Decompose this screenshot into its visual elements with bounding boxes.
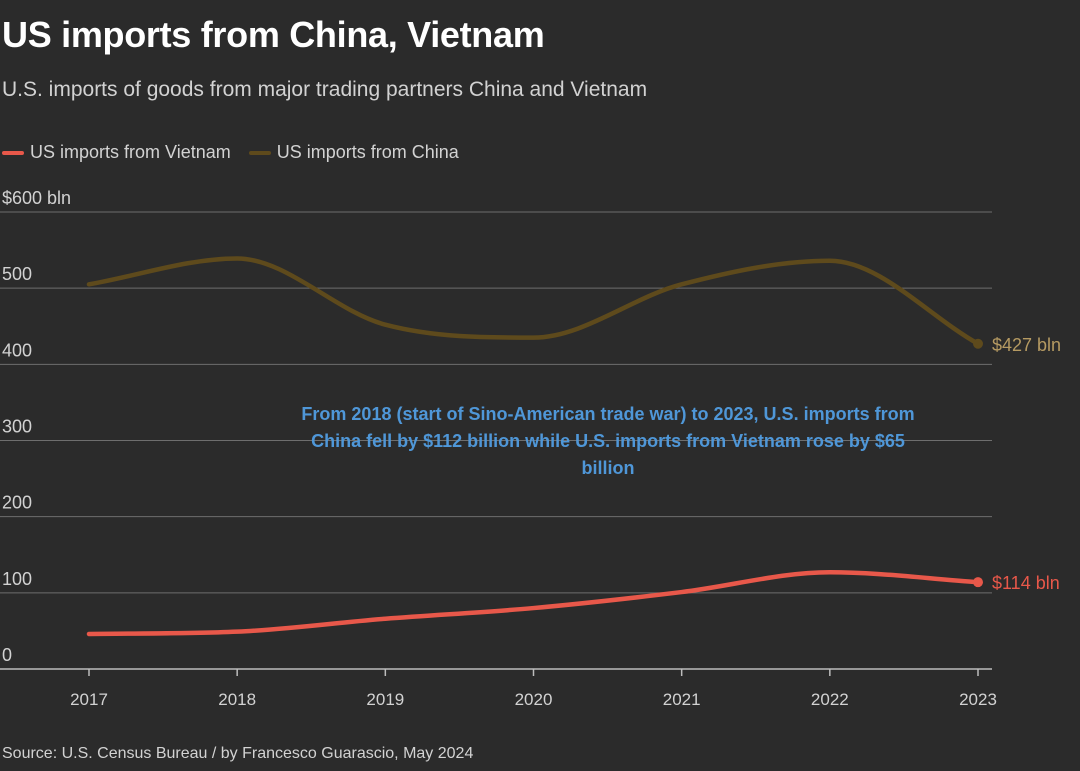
chart-subtitle: U.S. imports of goods from major trading… [2,78,648,101]
x-tick-label-2023: 2023 [959,690,997,709]
x-tick-label-2018: 2018 [218,690,256,709]
series-line-vietnam [86,570,981,637]
chart-annotation: From 2018 (start of Sino-American trade … [301,404,914,478]
data-point-china-2023 [973,338,983,349]
legend: US imports from Vietnam US imports from … [2,142,477,163]
x-tick-label-2020: 2020 [515,690,553,709]
legend-item-china: US imports from China [248,142,459,163]
legend-swatch-vietnam [2,150,24,155]
annotation-line-1: From 2018 (start of Sino-American trade … [301,404,914,424]
legend-item-vietnam: US imports from Vietnam [2,142,231,163]
legend-label-china: US imports from China [276,142,459,162]
y-tick-label-300: 300 [2,416,32,436]
y-tick-label-600: $600 bln [2,188,71,208]
x-tick-label-2021: 2021 [663,690,701,709]
end-label-china: $427 bln [992,335,1061,355]
y-tick-label-0: 0 [2,645,12,665]
source-note: Source: U.S. Census Bureau / by Francesc… [2,745,474,762]
x-tick-label-2022: 2022 [811,690,849,709]
legend-label-vietnam: US imports from Vietnam [30,142,231,162]
legend-swatch-china [248,150,271,155]
annotation-line-3: billion [582,458,635,478]
data-point-vietnam-2023 [973,577,983,588]
y-tick-label-500: 500 [2,264,32,284]
y-tick-label-100: 100 [2,569,32,589]
x-tick-label-2019: 2019 [366,690,404,709]
chart-title: US imports from China, Vietnam [2,14,545,55]
annotation-line-2: China fell by $112 billion while U.S. im… [311,431,905,451]
y-tick-label-400: 400 [2,340,32,360]
series-line-china [86,256,981,347]
y-tick-label-200: 200 [2,493,32,513]
end-label-vietnam: $114 bln [992,573,1060,593]
x-tick-label-2017: 2017 [70,690,108,709]
